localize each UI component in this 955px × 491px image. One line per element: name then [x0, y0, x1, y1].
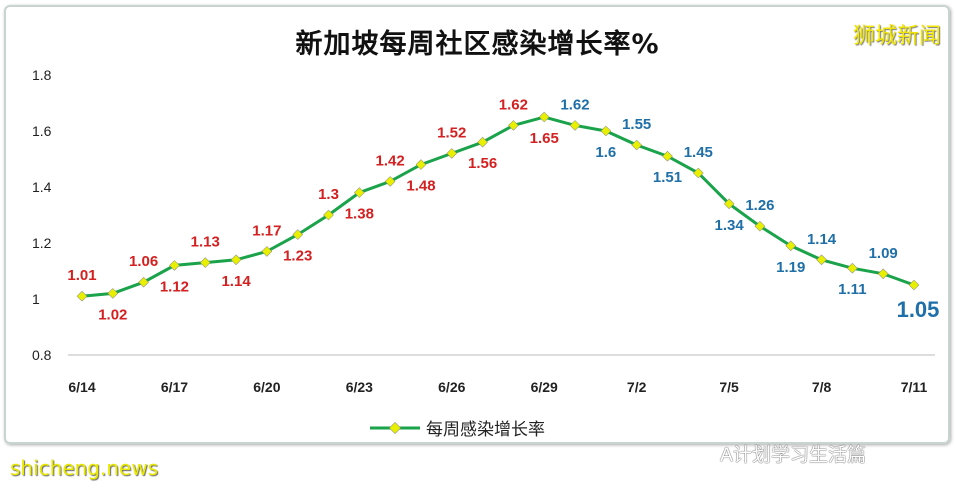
data-label: 1.62: [499, 96, 528, 113]
data-label: 1.09: [869, 245, 898, 262]
data-point: [384, 176, 396, 187]
chart-frame: [4, 5, 950, 444]
y-tick-label: 0.8: [32, 347, 52, 363]
data-point: [446, 148, 458, 159]
data-label: 1.56: [468, 155, 497, 172]
data-label: 1.51: [653, 169, 682, 186]
data-point: [169, 260, 180, 271]
data-point: [138, 276, 149, 288]
data-point: [754, 220, 766, 232]
wechat-watermark: A计划学习生活篇: [720, 444, 866, 466]
data-label: 1.42: [376, 152, 405, 169]
data-label: 1.48: [406, 178, 435, 195]
x-tick-label: 7/2: [627, 379, 647, 395]
data-label: 1.6: [595, 144, 616, 161]
data-point: [199, 257, 211, 268]
data-label: 1.34: [715, 217, 745, 234]
x-tick-label: 7/5: [719, 379, 739, 395]
data-label: 1.13: [191, 234, 220, 251]
data-label: 1.52: [437, 124, 466, 141]
data-point: [600, 125, 612, 137]
data-label: 1.45: [684, 144, 713, 161]
data-point: [847, 262, 858, 274]
data-label: 1.14: [221, 273, 251, 290]
x-tick-label: 6/17: [161, 379, 188, 395]
legend-line-marker-icon: [370, 421, 420, 434]
data-point: [292, 229, 304, 240]
source-watermark: shicheng.news: [10, 456, 159, 480]
y-tick-label: 1.6: [32, 123, 52, 139]
data-point: [323, 209, 334, 221]
data-point: [477, 136, 488, 148]
x-tick-label: 6/29: [531, 379, 558, 395]
x-tick-label: 7/8: [812, 379, 832, 395]
data-label: 1.65: [530, 130, 559, 147]
data-point: [662, 150, 673, 162]
chart-title: 新加坡每周社区感染增长率%: [295, 29, 660, 60]
data-label: 1.02: [98, 306, 127, 323]
y-tick-label: 1.2: [32, 235, 52, 251]
legend-label: 每周感染增长率: [426, 420, 545, 440]
y-tick-label: 1: [32, 291, 40, 307]
data-label: 1.17: [252, 222, 281, 239]
data-label: 1.62: [560, 96, 589, 113]
x-tick-label: 6/23: [346, 379, 373, 395]
data-point: [631, 139, 642, 151]
y-tick-label: 1.4: [32, 179, 52, 195]
data-label: 1.23: [283, 248, 312, 265]
data-label: 1.38: [345, 206, 374, 223]
data-label: 1.12: [160, 278, 189, 295]
data-point: [785, 240, 797, 252]
x-tick-label: 6/26: [438, 379, 465, 395]
data-label: 1.14: [807, 231, 837, 248]
legend: 每周感染增长率: [370, 415, 545, 440]
x-tick-label: 6/20: [253, 379, 280, 395]
data-point: [877, 268, 889, 280]
data-label: 1.55: [622, 116, 651, 133]
data-label: 1.26: [745, 197, 774, 214]
data-point: [230, 254, 242, 266]
data-label: 1.3: [318, 186, 339, 203]
data-point: [908, 279, 920, 291]
data-label: 1.05: [897, 297, 940, 322]
data-point: [538, 111, 550, 123]
data-label: 1.11: [838, 281, 866, 298]
data-point: [569, 120, 581, 131]
x-tick-label: 7/11: [901, 379, 928, 395]
data-point: [354, 187, 365, 198]
brand-watermark: 狮城新闻: [852, 24, 941, 49]
data-point: [415, 159, 427, 170]
data-point: [76, 290, 88, 302]
data-point: [508, 120, 519, 131]
data-point: [107, 288, 119, 299]
x-tick-label: 6/14: [68, 379, 95, 395]
data-label: 1.01: [67, 267, 96, 284]
data-label: 1.19: [776, 259, 805, 276]
series-line: [81, 115, 915, 298]
data-point: [816, 254, 827, 266]
data-point: [261, 246, 273, 257]
y-tick-label: 1.8: [32, 67, 52, 83]
data-point: [692, 167, 704, 179]
data-label: 1.06: [129, 253, 158, 270]
data-point: [723, 198, 735, 210]
